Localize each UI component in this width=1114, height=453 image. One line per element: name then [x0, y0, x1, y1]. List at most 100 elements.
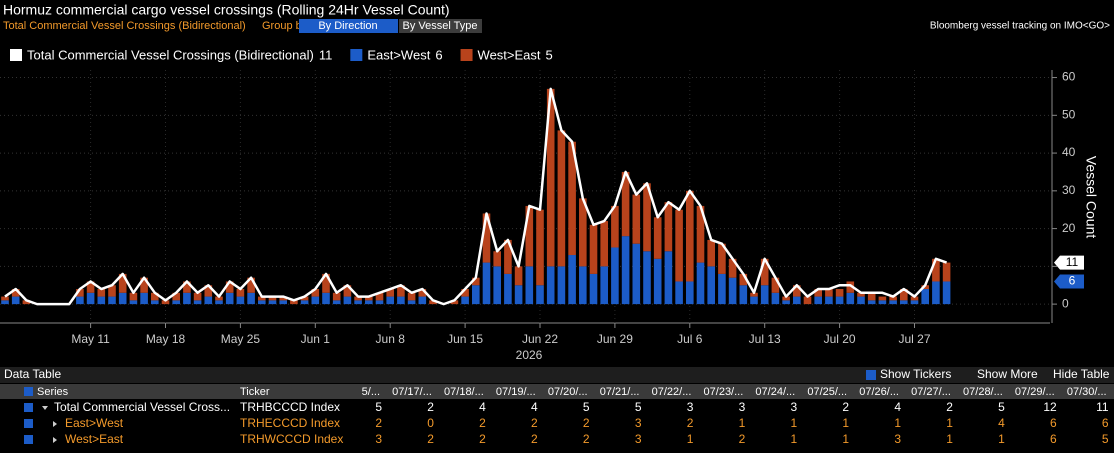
- bar: [332, 292, 341, 301]
- y-tick-label: 30: [1062, 183, 1076, 197]
- checkbox[interactable]: [24, 403, 33, 412]
- x-axis-year: 2026: [516, 348, 543, 362]
- bar: [857, 292, 865, 297]
- table-cell: 3: [375, 432, 382, 446]
- bar: [247, 292, 255, 305]
- bar: [600, 221, 608, 267]
- legend-label[interactable]: Total Commercial Vessel Crossings (Bidir…: [27, 47, 314, 62]
- table-cell: 4: [998, 416, 1005, 430]
- bar: [193, 292, 202, 301]
- bar: [183, 292, 191, 305]
- bar: [375, 300, 384, 305]
- legend-swatch[interactable]: [460, 49, 473, 61]
- group-button[interactable]: By Vessel Type: [402, 20, 477, 32]
- table-cell: 0: [427, 416, 434, 430]
- table-cell: 1: [791, 416, 798, 430]
- table-cell: 3: [687, 400, 694, 414]
- table-cell: 1: [946, 432, 953, 446]
- bar: [932, 258, 940, 282]
- bar: [889, 296, 897, 301]
- bar: [568, 141, 576, 256]
- bar: [600, 266, 608, 305]
- checkbox[interactable]: [24, 435, 33, 444]
- x-tick-label: Jul 13: [749, 332, 781, 346]
- legend-label[interactable]: East>West: [367, 47, 430, 62]
- bar: [942, 281, 951, 305]
- table-cell: 3: [635, 432, 642, 446]
- table-cell: 12: [1043, 400, 1057, 414]
- bar: [22, 300, 31, 305]
- bar: [118, 273, 127, 293]
- button-bg[interactable]: [299, 19, 398, 33]
- bar: [803, 296, 812, 305]
- bar: [225, 281, 234, 293]
- bar: [686, 190, 694, 282]
- y-tick-label: 60: [1062, 70, 1076, 84]
- bar: [472, 285, 480, 305]
- bar: [921, 285, 929, 290]
- legend-value: 11: [319, 47, 333, 62]
- badge: [1054, 274, 1084, 289]
- bar: [739, 273, 748, 286]
- bar: [461, 296, 469, 305]
- bar: [728, 258, 737, 278]
- checkbox[interactable]: [24, 419, 33, 428]
- bar: [675, 209, 683, 282]
- bar: [76, 289, 84, 297]
- bar: [215, 300, 223, 305]
- bar: [867, 300, 876, 305]
- table-header: 07/19/...: [496, 386, 536, 398]
- bar: [750, 292, 758, 297]
- bar: [632, 243, 641, 305]
- bar: [493, 251, 501, 267]
- x-tick-label: Jun 15: [447, 332, 483, 346]
- bar: [140, 277, 148, 293]
- checkbox[interactable]: [866, 370, 876, 380]
- legend-value: 6: [435, 47, 442, 62]
- bar: [825, 296, 833, 305]
- bar: [215, 296, 223, 301]
- table-cell: 2: [531, 432, 538, 446]
- table-cell: 2: [583, 416, 590, 430]
- table-cell: 1: [998, 432, 1005, 446]
- table-header: 07/23/...: [704, 386, 744, 398]
- table-toolbar: [0, 367, 1114, 383]
- button-bg[interactable]: [399, 19, 482, 33]
- bar: [279, 300, 287, 305]
- x-tick-label: May 25: [221, 332, 261, 346]
- expand-arrow[interactable]: [53, 421, 57, 427]
- legend-label[interactable]: West>East: [478, 47, 541, 62]
- bar: [643, 251, 651, 305]
- expand-arrow[interactable]: [53, 437, 57, 443]
- x-tick-label: May 11: [71, 332, 110, 346]
- badge: [1054, 255, 1084, 270]
- table-cell: 6: [1102, 416, 1109, 430]
- bar: [129, 300, 138, 305]
- x-tick-label: Jul 27: [898, 332, 930, 346]
- table-cell: 5: [1102, 432, 1109, 446]
- table-header: 07/30/...: [1067, 386, 1107, 398]
- bar: [375, 292, 384, 301]
- table-control[interactable]: Hide Table: [1053, 367, 1110, 381]
- bar: [343, 296, 352, 305]
- bar: [204, 285, 213, 297]
- table-series: Total Commercial Vessel Cross...: [54, 400, 230, 414]
- table-control[interactable]: Show More: [977, 367, 1038, 381]
- bar: [621, 236, 630, 305]
- bar: [557, 130, 566, 267]
- bar: [343, 285, 352, 297]
- expand-arrow[interactable]: [42, 406, 48, 410]
- legend-swatch[interactable]: [350, 49, 363, 61]
- bar: [504, 239, 512, 274]
- legend-swatch[interactable]: [10, 49, 22, 61]
- bar: [921, 289, 929, 305]
- badge-label: 6: [1069, 274, 1076, 288]
- bar: [183, 281, 191, 293]
- table-cell: 4: [531, 400, 538, 414]
- checkbox[interactable]: [24, 387, 33, 396]
- bar: [97, 296, 106, 305]
- table-control[interactable]: Show Tickers: [880, 367, 951, 381]
- group-button[interactable]: By Direction: [318, 20, 377, 32]
- bar: [814, 289, 822, 297]
- bar: [300, 296, 309, 301]
